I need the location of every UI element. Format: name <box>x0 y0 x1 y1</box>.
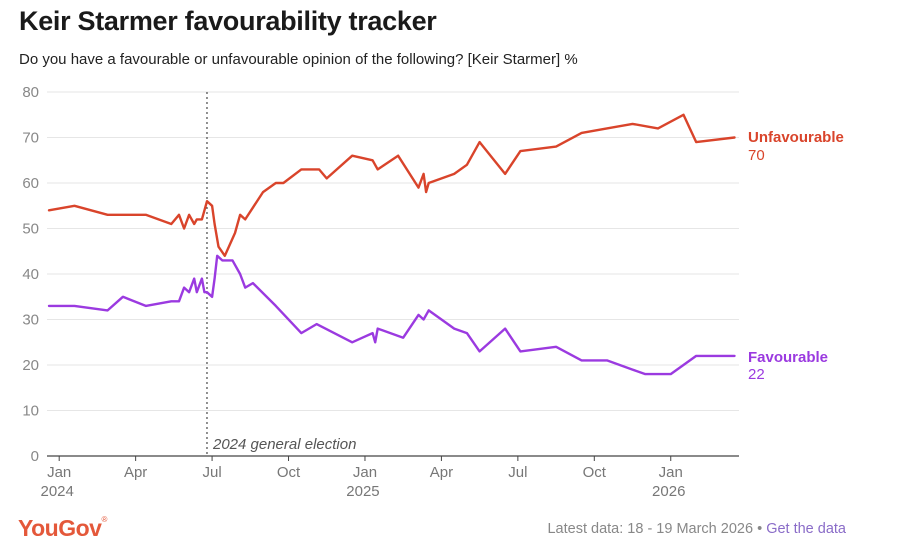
x-tick-label: Jan <box>353 464 377 481</box>
x-tick-label: Jan <box>659 464 683 481</box>
latest-data-text: Latest data: 18 - 19 March 2026 <box>547 521 754 537</box>
get-data-link[interactable]: Get the data <box>766 521 846 537</box>
y-tick-label: 60 <box>22 175 39 192</box>
y-tick-label: 30 <box>22 312 39 329</box>
annotation-layer: 2024 general election <box>206 92 356 456</box>
y-tick-label: 10 <box>22 403 39 420</box>
y-tick-label: 40 <box>22 266 39 283</box>
y-tick-label: 20 <box>22 357 39 374</box>
y-tick-label: 50 <box>22 221 39 238</box>
x-tick-label: Jul <box>202 464 221 481</box>
x-tick-year: 2025 <box>346 483 379 500</box>
series-line-favourable <box>47 254 736 376</box>
x-tick-label: Jul <box>508 464 527 481</box>
y-tick-label: 0 <box>31 448 39 465</box>
chart-subtitle: Do you have a favourable or unfavourable… <box>19 51 578 68</box>
footer-info: Latest data: 18 - 19 March 2026 • Get th… <box>547 521 846 537</box>
x-tick-year: 2024 <box>41 483 74 500</box>
footer-separator: • <box>757 521 763 537</box>
legend-value-favourable: 22 <box>748 366 765 383</box>
x-tick-label: Jan <box>47 464 71 481</box>
x-tick-label: Oct <box>277 464 301 481</box>
registered-mark-icon: ® <box>101 515 107 524</box>
yougov-logo[interactable]: YouGov® <box>18 515 107 541</box>
x-tick-label: Apr <box>430 464 453 481</box>
legend-label-favourable: Favourable <box>748 349 828 366</box>
legend-label-unfavourable: Unfavourable <box>748 129 844 146</box>
election-annotation-label: 2024 general election <box>212 436 356 453</box>
x-tick-label: Oct <box>583 464 607 481</box>
x-axis-ticks: Jan 2024 Apr Jul Oct Jan 2025 Apr Jul Oct Jan 2026 <box>41 456 685 500</box>
series-layer <box>47 113 736 376</box>
grid-lines <box>47 91 739 457</box>
legend-value-unfavourable: 70 <box>748 147 765 164</box>
y-axis-ticks: 0 10 20 30 40 50 60 70 80 <box>22 84 39 465</box>
series-line-unfavourable <box>47 113 736 257</box>
x-tick-year: 2026 <box>652 483 685 500</box>
y-tick-label: 70 <box>22 130 39 147</box>
chart-title: Keir Starmer favourability tracker <box>19 6 437 36</box>
x-tick-label: Apr <box>124 464 147 481</box>
y-tick-label: 80 <box>22 84 39 101</box>
